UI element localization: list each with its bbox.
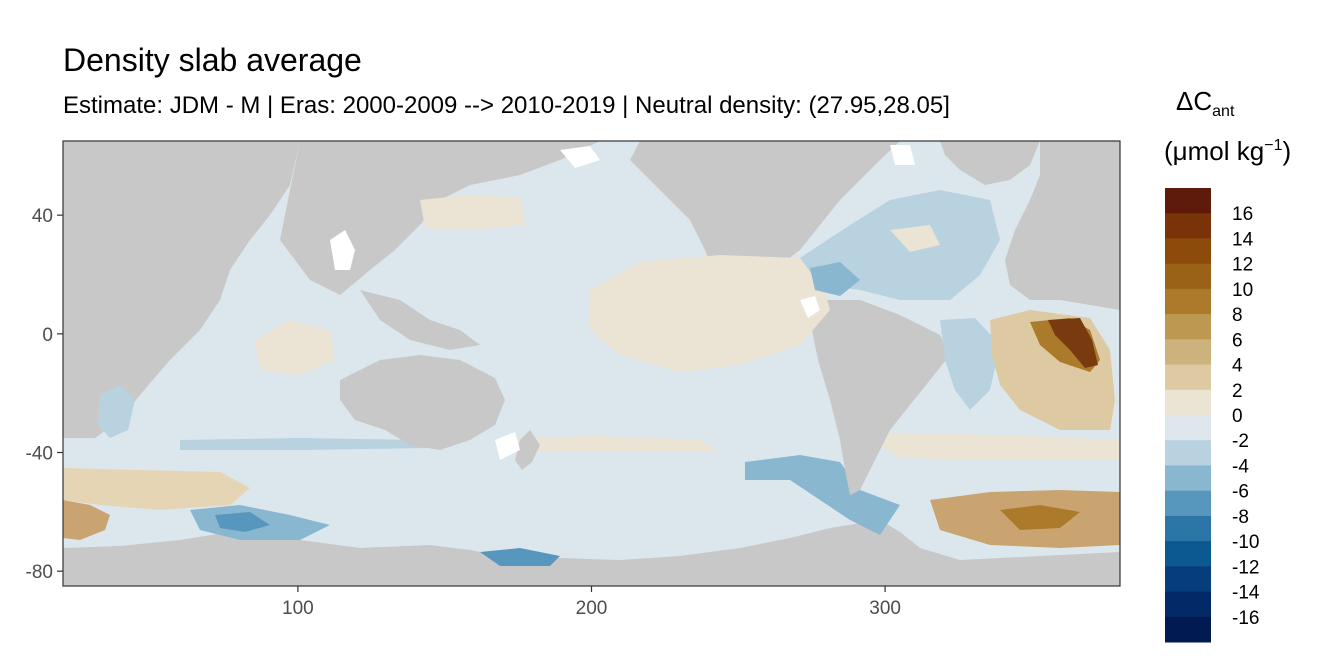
legend-swatch	[1165, 566, 1211, 593]
nodata-bering	[560, 146, 600, 168]
legend-title-sub: ant	[1212, 103, 1235, 120]
legend-swatch	[1165, 238, 1211, 265]
legend-swatch	[1165, 541, 1211, 567]
legend-swatch	[1165, 188, 1211, 214]
legend-title-symbol: ΔC	[1176, 86, 1213, 116]
y-tick-label: -40	[26, 444, 53, 465]
legend-label: 2	[1232, 381, 1243, 402]
atlantic-east-strongest	[1048, 318, 1098, 368]
land-north-america	[630, 141, 900, 300]
legend-label: -16	[1232, 608, 1259, 629]
atlantic-north-positive	[890, 225, 940, 252]
y-tick-label: 40	[32, 206, 53, 227]
legend-label: -4	[1232, 456, 1249, 477]
atlantic-north-darkblue	[810, 262, 860, 296]
band-atlantic-south-positive	[860, 432, 1120, 460]
land-africa	[63, 141, 300, 438]
legend-label: -14	[1232, 583, 1260, 604]
legend-swatch	[1165, 364, 1211, 391]
band-weddell-darker	[1000, 505, 1080, 530]
atlantic-tropical-blue	[940, 318, 1000, 410]
legend-label: 16	[1232, 204, 1253, 225]
legend-colorbar: 16 14 12 10 8 6 4 2 0 -2 -4 -6 -8 -10 -12 -14 -16	[1165, 188, 1260, 643]
land-eurasia	[280, 141, 600, 295]
band-ross-sea-blue	[480, 548, 560, 566]
legend-swatch	[1165, 616, 1211, 643]
legend-swatch	[1165, 314, 1211, 340]
legend-swatch	[1165, 591, 1211, 618]
band-south-indian-positive	[63, 468, 250, 510]
legend-label: 12	[1232, 255, 1253, 276]
band-pacific-40s-positive	[510, 436, 720, 452]
legend-label: -10	[1232, 532, 1259, 553]
legend-label: 6	[1232, 330, 1243, 351]
legend-label: -12	[1232, 557, 1259, 578]
land-australia	[340, 355, 505, 450]
legend-swatch	[1165, 415, 1211, 441]
land-se-asia	[360, 290, 480, 350]
land-africa-europe-east	[1005, 141, 1120, 310]
y-tick-label: -80	[26, 562, 53, 583]
nodata-caribbean	[800, 296, 820, 318]
legend-label: -8	[1232, 507, 1249, 528]
map-panel	[63, 141, 1120, 586]
legend-label: 10	[1232, 280, 1253, 301]
band-south-darkblue	[215, 512, 270, 532]
legend-title: ΔCant	[1176, 86, 1234, 121]
legend-label: 14	[1232, 229, 1254, 250]
band-drake-blue	[745, 455, 900, 535]
legend-label: -2	[1232, 431, 1249, 452]
land-new-zealand	[515, 430, 540, 470]
legend-swatch	[1165, 339, 1211, 366]
legend-swatch	[1165, 490, 1211, 517]
legend-swatch	[1165, 515, 1211, 542]
land-antarctica	[63, 520, 1120, 586]
legend-label: 8	[1232, 305, 1243, 326]
legend-swatch	[1165, 465, 1211, 492]
indian-equatorial-positive	[255, 320, 335, 375]
legend-swatch	[1165, 288, 1211, 315]
x-tick-label: 100	[282, 598, 314, 619]
legend-unit-sup: −1	[1264, 137, 1283, 154]
pacific-north-positive	[420, 195, 525, 230]
legend-label: 0	[1232, 406, 1243, 427]
x-tick-label: 200	[576, 598, 608, 619]
x-tick-label: 300	[869, 598, 901, 619]
legend-swatch	[1165, 213, 1211, 239]
legend-swatch	[1165, 389, 1211, 416]
legend-label: -6	[1232, 482, 1249, 503]
legend-label: 4	[1232, 356, 1243, 377]
pacific-equatorial-positive	[590, 255, 830, 372]
chart-subtitle: Estimate: JDM - M | Eras: 2000-2009 --> …	[63, 92, 950, 119]
band-indian-40s-blue	[180, 438, 430, 450]
land-greenland	[940, 141, 1040, 185]
nodata-labrador	[890, 145, 915, 165]
land-south-america	[812, 300, 950, 495]
legend-swatch	[1165, 263, 1211, 290]
legend-unit-suffix: )	[1282, 136, 1292, 166]
band-south-west-brown	[63, 500, 110, 540]
y-tick-label: 0	[42, 325, 53, 346]
legend-unit-prefix: (μmol kg	[1164, 136, 1265, 166]
indian-west-blue	[98, 385, 135, 438]
legend-swatch	[1165, 440, 1211, 466]
chart-title: Density slab average	[63, 42, 362, 78]
nodata-tasman	[495, 432, 520, 460]
legend-unit: (μmol kg−1)	[1164, 136, 1291, 167]
nodata-indonesia	[330, 230, 355, 270]
